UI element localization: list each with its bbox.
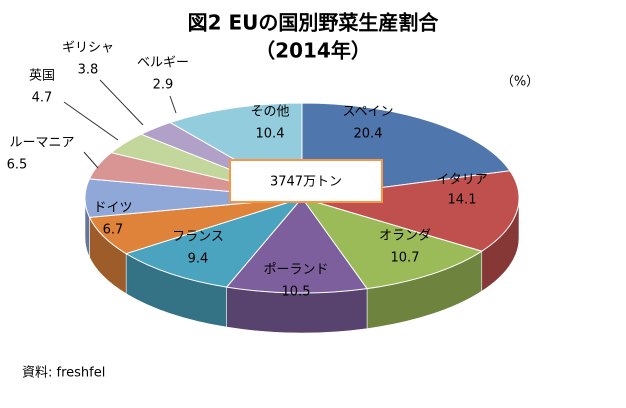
chart-subtitle: （2014年） bbox=[255, 39, 371, 63]
chart-title: 図2 EUの国別野菜生産割合 bbox=[188, 11, 440, 35]
slice bbox=[225, 197, 368, 294]
leader-line bbox=[99, 79, 144, 126]
category-label: その他 bbox=[250, 105, 289, 120]
unit-label: （%） bbox=[501, 75, 539, 90]
value-label: 2.9 bbox=[153, 78, 174, 93]
category-label: ギリシャ bbox=[62, 41, 114, 56]
category-label: ドイツ bbox=[93, 201, 132, 216]
leader-line bbox=[63, 101, 119, 141]
value-label: 4.7 bbox=[32, 91, 53, 106]
category-label: ルーマニア bbox=[9, 136, 74, 151]
value-label: 10.5 bbox=[282, 285, 311, 300]
slice bbox=[300, 197, 483, 290]
category-label: イタリア bbox=[436, 173, 487, 188]
center-label: 3747万トン bbox=[270, 175, 342, 190]
slice bbox=[124, 197, 304, 288]
category-label: フランス bbox=[172, 230, 224, 245]
value-label: 10.4 bbox=[256, 127, 285, 142]
category-label: ベルギー bbox=[137, 56, 189, 71]
category-label: オランダ bbox=[379, 229, 431, 244]
leader-lines bbox=[63, 79, 177, 169]
category-label: スペイン bbox=[342, 105, 393, 120]
value-label: 9.4 bbox=[188, 252, 209, 267]
center-box bbox=[229, 159, 383, 203]
value-label: 3.8 bbox=[78, 63, 99, 78]
value-label: 6.7 bbox=[103, 223, 124, 238]
source: 資料: freshfel bbox=[22, 366, 105, 381]
value-label: 20.4 bbox=[354, 127, 383, 142]
value-label: 10.7 bbox=[391, 251, 420, 266]
category-label: 英国 bbox=[29, 69, 55, 84]
value-label: 6.5 bbox=[7, 158, 28, 173]
pie-sides bbox=[84, 197, 520, 334]
category-label: ポーランド bbox=[263, 263, 328, 278]
value-label: 14.1 bbox=[448, 193, 477, 208]
leader-line bbox=[83, 151, 99, 169]
labels: スペイン 20.4 イタリア 14.1 オランダ 10.7 ポーランド 10.5 フランス 9.4… bbox=[7, 41, 488, 300]
leader-line bbox=[169, 95, 177, 114]
